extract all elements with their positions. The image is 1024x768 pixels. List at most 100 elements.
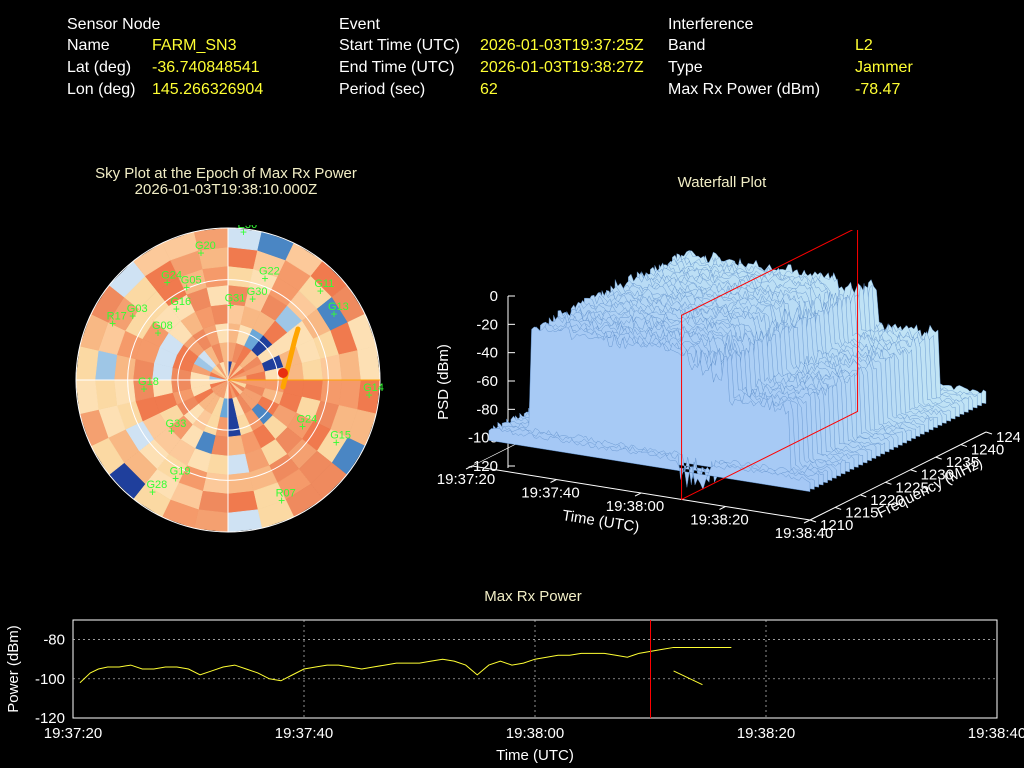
freq-tick-label: 1225 [895, 479, 928, 496]
frequency-axis [809, 431, 987, 521]
start-time-label: Start Time (UTC) [339, 37, 460, 54]
satellite-marker: +G20 [195, 240, 216, 260]
freq-tick-label: 1220 [870, 492, 903, 509]
freq-tick-label: 1230 [921, 467, 954, 484]
satellite-plus: + [278, 493, 285, 507]
end-time-value: 2026-01-03T19:38:27Z [480, 59, 644, 76]
freq-tick [935, 456, 942, 460]
freq-tick-label: 1215 [845, 504, 878, 521]
heatmap-cell [198, 490, 229, 514]
satellite-marker: +G31 [225, 293, 246, 313]
y-axis-label: Power (dBm) [5, 625, 22, 713]
heatmap-cell [338, 379, 362, 410]
satellite-plus: + [240, 225, 247, 239]
satellite-plus: + [183, 280, 190, 294]
x-axis-label: Time (UTC) [496, 747, 574, 764]
z-tick-label: -40 [476, 345, 498, 362]
z-axis-label: PSD (dBm) [435, 344, 452, 420]
y-tick-label: -80 [43, 632, 65, 649]
freq-tick [860, 494, 867, 498]
heatmap-cell [76, 379, 99, 415]
heatmap-cell [193, 509, 229, 532]
satellite-marker: +G22 [259, 265, 280, 285]
satellite-label: G24 [296, 414, 317, 426]
frequency-axis-label: Frequency (MHz) [874, 454, 985, 522]
lon-value: 145.266326904 [152, 81, 264, 98]
satellite-label: G03 [127, 303, 148, 315]
heatmap-cell [320, 354, 343, 381]
satellite-marker: +G18 [138, 376, 159, 396]
satellite-label: R17 [107, 311, 127, 323]
satellite-plus: + [154, 326, 161, 340]
satellite-plus: + [330, 307, 337, 321]
lon-label: Lon (deg) [67, 81, 136, 98]
heatmap-cell [227, 472, 254, 495]
satellite-label: G16 [170, 296, 191, 308]
power-chart-title: Max Rx Power [484, 588, 582, 605]
jammer-position-marker [278, 368, 288, 378]
type-value: Jammer [855, 59, 913, 76]
satellite-label: G22 [259, 265, 280, 277]
satellite-marker: +G05 [181, 274, 202, 294]
lat-label: Lat (deg) [67, 59, 132, 76]
satellite-marker: +G03 [127, 303, 148, 323]
time-tick [803, 519, 811, 524]
sky-plot: +E36+G20+G24+G05 +G22+G30+G31+G11+G13+G03… [75, 225, 384, 533]
freq-tick [834, 506, 842, 510]
time-tick-label: 19:38:40 [775, 525, 833, 542]
satellite-marker: +G15 [330, 429, 351, 449]
satellite-plus: + [366, 388, 373, 402]
heatmap-cell [113, 354, 136, 381]
max-power-label: Max Rx Power (dBm) [668, 81, 821, 98]
satellite-label: G14 [363, 382, 384, 394]
skyplot-subtitle: 2026-01-03T19:38:10.000Z [134, 181, 318, 198]
satellite-marker: +R17 [107, 311, 127, 331]
lat-value: -36.740848541 [152, 59, 260, 76]
satellite-plus: + [149, 485, 156, 499]
freq-tick-label: 1240 [971, 442, 1004, 459]
heatmap-cell [76, 345, 99, 381]
satellite-marker: +G33 [166, 418, 187, 438]
heatmap-cell [94, 379, 118, 410]
freq-tick-label: 1210 [820, 517, 853, 534]
z-tick-label: 0 [490, 288, 498, 305]
satellite-label: G31 [225, 293, 246, 305]
satellite-label: G19 [170, 465, 191, 477]
freq-tick-label: 1245 [996, 429, 1020, 446]
power-series-segment [673, 670, 703, 686]
satellite-marker: +G13 [328, 301, 349, 321]
waterfall-title: Waterfall Plot [677, 174, 767, 191]
satellite-label: G18 [138, 376, 159, 388]
interference-header: Interference [668, 16, 754, 33]
x-tick-label: 19:37:20 [44, 725, 102, 742]
heatmap-cell [338, 350, 362, 381]
skyplot-heatmap [76, 228, 380, 532]
time-tick [719, 506, 726, 510]
x-tick-label: 19:38:40 [968, 725, 1024, 742]
y-tick-label: -120 [35, 710, 65, 727]
satellite-plus: + [333, 435, 340, 449]
satellite-label: R07 [276, 487, 296, 499]
y-tick-label: -100 [35, 671, 65, 688]
satellite-plus: + [141, 382, 148, 396]
period-value: 62 [480, 81, 498, 98]
satellite-label: G13 [328, 301, 349, 313]
heatmap-cell [193, 228, 229, 251]
event-header: Event [339, 16, 380, 33]
satellite-plus: + [129, 309, 136, 323]
satellite-label: E36 [238, 225, 258, 231]
satellite-label: G11 [314, 278, 334, 290]
satellite-label: G05 [181, 274, 202, 286]
satellite-marker: +G19 [170, 465, 191, 485]
satellite-marker: +G24 [296, 414, 317, 434]
heatmap-cell [202, 265, 229, 288]
satellite-marker: +G28 [146, 479, 167, 499]
waterfall-surface [488, 250, 987, 492]
freq-tick [885, 481, 892, 485]
heatmap-cell [227, 490, 258, 514]
heatmap-cell [227, 246, 258, 270]
heatmap-cell [227, 265, 254, 288]
skyplot-title-block: Sky Plot at the Epoch of Max Rx Power 20… [66, 166, 386, 198]
band-value: L2 [855, 37, 873, 54]
